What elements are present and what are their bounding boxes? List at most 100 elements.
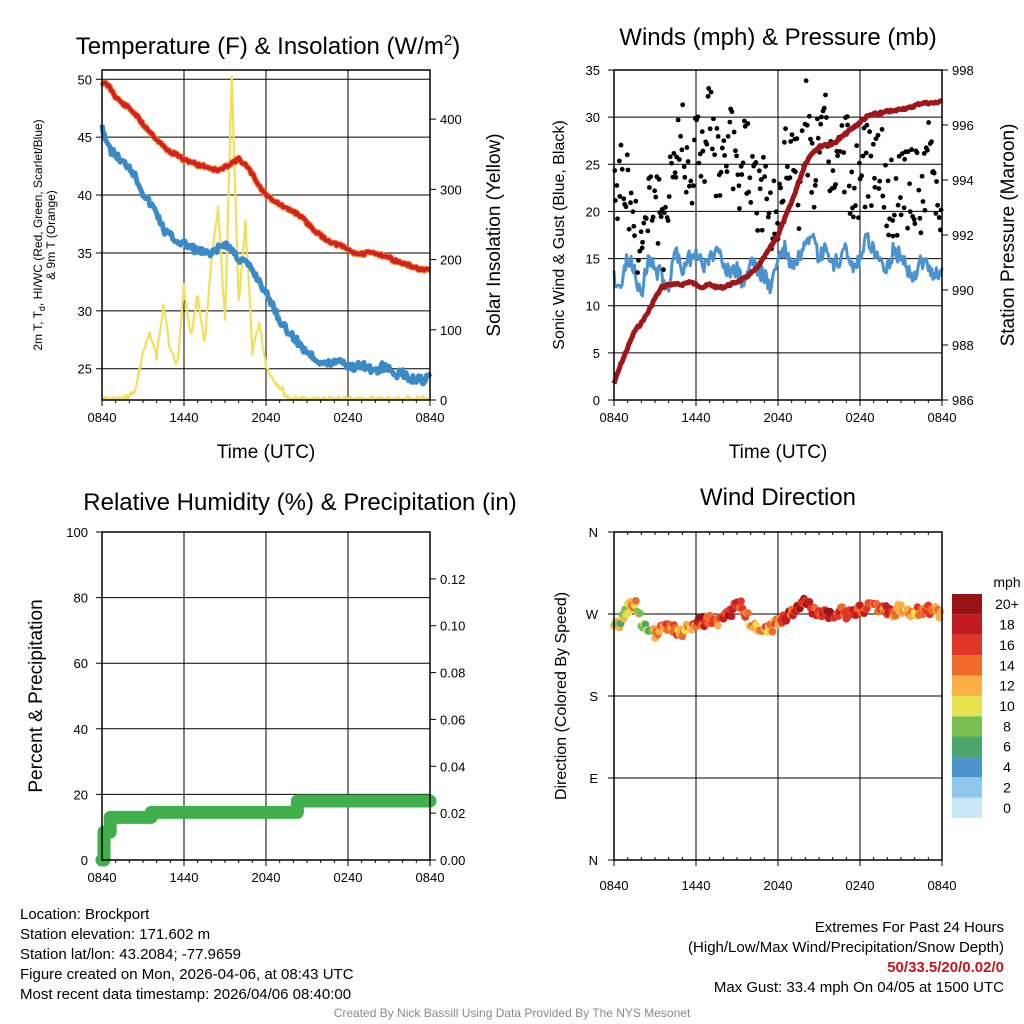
gust-dot (678, 133, 683, 139)
gust-dot (695, 114, 701, 120)
dir-xtick-label: 0840 (928, 878, 957, 893)
gust-dot (819, 114, 824, 120)
winds-xlabel: Time (UTC) (729, 442, 828, 463)
gust-dot (630, 209, 636, 215)
winds-frame (613, 69, 943, 401)
temp-ytick-label: 45 (78, 130, 92, 145)
dir-ytick-label: N (589, 525, 598, 540)
gust-dot (658, 214, 664, 220)
gust-dot (805, 172, 811, 178)
gust-dot (867, 129, 872, 135)
gust-dot (778, 185, 784, 191)
gust-dot (936, 215, 942, 220)
rh-frame (101, 531, 431, 861)
winds-ytick-right-label: 990 (952, 283, 974, 298)
temp-xtick-label: 0840 (416, 410, 445, 425)
gust-dot (667, 154, 673, 160)
winds-ytick-right-label: 992 (952, 228, 974, 243)
gust-dot (862, 204, 868, 210)
gust-dot (722, 153, 727, 158)
gust-dot (884, 223, 890, 229)
winds-xtick-label: 1440 (682, 410, 711, 425)
gust-dot (686, 183, 692, 189)
gust-dot (750, 154, 755, 159)
gust-dot (846, 183, 852, 189)
insolation-line (102, 75, 430, 401)
dir-xtick-label: 0840 (600, 878, 629, 893)
gust-dot (833, 182, 838, 187)
rh-ytick-right-label: 0.02 (440, 806, 465, 821)
rh-ytick-label: 0 (81, 853, 88, 868)
gust-dot (615, 216, 620, 222)
gust-dot (727, 119, 733, 125)
winds-ytick-label: 0 (593, 393, 600, 408)
gust-dot (618, 142, 624, 148)
temp-xtick-label: 0240 (334, 410, 363, 425)
gust-dot (753, 160, 759, 165)
winds-ytick-right-label: 988 (952, 338, 974, 353)
gust-dot (704, 141, 710, 147)
dir-ylabel: Direction (Colored By Speed) (553, 592, 570, 800)
gust-dot (688, 178, 694, 184)
gust-dot (934, 179, 939, 184)
gust-dot (735, 172, 741, 178)
gust-dot (854, 143, 860, 149)
gust-dot (911, 217, 917, 222)
temp-ylabel-right: Solar Insolation (Yellow) (484, 133, 505, 336)
gust-dot (711, 116, 716, 122)
winds-ytick-label: 5 (593, 346, 600, 361)
gust-dot (898, 195, 903, 200)
dir-ytick-label: N (589, 853, 598, 868)
winds-ytick-label: 30 (586, 110, 600, 125)
gust-dot (880, 193, 886, 199)
gust-dot (653, 194, 659, 200)
gust-dot (787, 175, 793, 181)
gust-dot (799, 128, 805, 134)
gust-dot (713, 193, 719, 199)
gust-dot (700, 148, 706, 154)
gust-dot (821, 105, 827, 111)
rh-ytick-label: 20 (74, 787, 88, 802)
gust-dot (806, 113, 812, 119)
credit-line: Created By Nick Bassill Using Data Provi… (333, 1006, 691, 1020)
gust-dot (788, 139, 794, 144)
gust-dot (869, 203, 874, 209)
colorbar-swatch (952, 777, 982, 798)
gust-dot (863, 150, 869, 156)
gust-dot (631, 223, 637, 229)
extremes-values: 50/33.5/20/0.02/0 (887, 959, 1004, 976)
gust-dot (815, 135, 821, 141)
gust-dot (714, 126, 720, 131)
gust-dot (708, 89, 714, 95)
gust-dot (929, 139, 934, 145)
gust-dot (889, 157, 894, 163)
direction-point (936, 607, 945, 616)
gust-dot (617, 194, 623, 199)
gust-dot (734, 153, 739, 159)
gust-dot (702, 179, 707, 184)
gust-dot (636, 257, 641, 263)
colorbar-label: 12 (999, 678, 1015, 694)
gust-dot (771, 178, 777, 184)
gust-dot (812, 182, 818, 188)
gust-dot (675, 117, 681, 123)
gust-dot (777, 181, 782, 187)
rh-xtick-label: 1440 (170, 870, 199, 885)
winds-ytick-right-label: 996 (952, 118, 974, 133)
gust-dot (905, 225, 910, 231)
gust-dot (935, 202, 941, 208)
gust-dot (837, 149, 843, 154)
gust-dot (872, 175, 877, 181)
gust-dot (849, 169, 855, 175)
gust-dot (755, 228, 761, 233)
location-text: Location: Brockport (20, 906, 150, 923)
direction-point (752, 620, 760, 629)
gust-dot (706, 86, 712, 91)
sonic-wind-line (612, 232, 944, 298)
gust-dot (643, 216, 649, 221)
gust-dot (796, 226, 802, 232)
gust-dot (759, 227, 765, 233)
gust-dot (865, 194, 871, 199)
precipitation-line (95, 794, 437, 867)
gust-dot (709, 146, 715, 152)
